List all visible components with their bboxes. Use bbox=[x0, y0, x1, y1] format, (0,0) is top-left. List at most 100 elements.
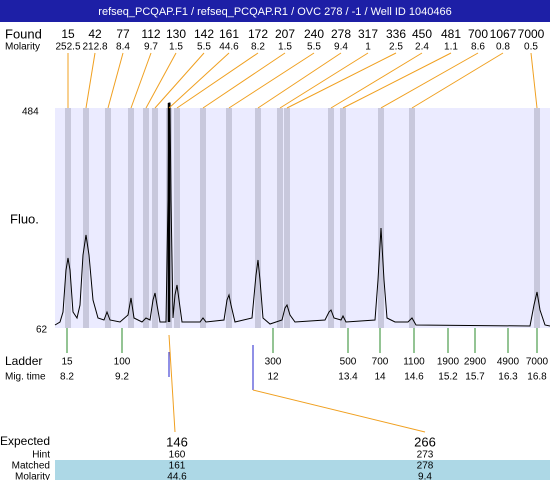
peak-connector bbox=[342, 52, 452, 109]
found-molarity: 0.5 bbox=[524, 42, 538, 53]
ladder-label: Ladder bbox=[5, 354, 42, 368]
found-molarity: 2.5 bbox=[389, 42, 403, 53]
molarity-value: 9.4 bbox=[418, 472, 432, 480]
found-molarity: 1.5 bbox=[278, 42, 292, 53]
found-molarity: 9.7 bbox=[144, 42, 158, 53]
found-molarity: 8.4 bbox=[116, 42, 130, 53]
y-max-label: 484 bbox=[22, 107, 39, 118]
mig-time: 14 bbox=[374, 372, 386, 383]
ladder-size: 700 bbox=[372, 357, 389, 368]
mig-time-label: Mig. time bbox=[5, 372, 46, 383]
found-size: 481 bbox=[441, 27, 461, 41]
expected-label: Expected bbox=[0, 434, 50, 448]
peak-connector bbox=[530, 52, 538, 109]
peak-connector bbox=[257, 52, 342, 109]
ladder-size: 500 bbox=[340, 357, 357, 368]
y-axis-label: Fluo. bbox=[10, 211, 39, 226]
mig-time: 13.4 bbox=[338, 372, 358, 383]
ladder-size: 1900 bbox=[437, 357, 460, 368]
ladder-size: 15 bbox=[61, 357, 73, 368]
hint-value: 273 bbox=[417, 450, 434, 461]
peak-band bbox=[105, 108, 111, 328]
found-molarity: 5.5 bbox=[307, 42, 321, 53]
hint-label: Hint bbox=[32, 450, 50, 461]
found-size: 112 bbox=[141, 27, 160, 41]
mig-time: 8.2 bbox=[60, 372, 74, 383]
peak-connector bbox=[380, 52, 479, 109]
plot-area bbox=[55, 108, 550, 328]
y-min-label: 62 bbox=[36, 325, 48, 336]
expected-value: 266 bbox=[414, 434, 436, 449]
matched-row-bg bbox=[55, 460, 550, 480]
peak-connector bbox=[202, 52, 286, 109]
found-size: 130 bbox=[166, 27, 186, 41]
molarity-label: Molarity bbox=[5, 42, 40, 53]
peak-band bbox=[65, 108, 71, 328]
mig-time: 9.2 bbox=[115, 372, 129, 383]
ladder-size: 100 bbox=[114, 357, 131, 368]
peak-connector bbox=[85, 52, 96, 109]
found-size: 161 bbox=[219, 27, 239, 41]
mig-time: 16.8 bbox=[527, 372, 547, 383]
found-size: 77 bbox=[116, 27, 130, 41]
found-size: 207 bbox=[275, 27, 295, 41]
peak-band bbox=[226, 108, 232, 328]
peak-band bbox=[200, 108, 206, 328]
found-size: 142 bbox=[194, 27, 214, 41]
ladder-size: 7000 bbox=[526, 357, 549, 368]
found-molarity: 1 bbox=[365, 42, 371, 53]
molarity-label: Molarity bbox=[15, 472, 50, 480]
peak-connector bbox=[168, 52, 230, 109]
peak-band bbox=[328, 108, 334, 328]
peak-connector bbox=[286, 52, 397, 109]
peak-connector bbox=[176, 52, 259, 109]
matched-value: 278 bbox=[417, 461, 434, 472]
found-label: Found bbox=[5, 26, 42, 41]
found-size: 1067 bbox=[490, 27, 517, 41]
peak-connector bbox=[154, 52, 205, 109]
peak-connector bbox=[279, 52, 369, 109]
peak-connector bbox=[145, 52, 177, 109]
peak-band bbox=[152, 108, 158, 328]
connector bbox=[168, 334, 176, 433]
found-molarity: 5.5 bbox=[197, 42, 211, 53]
found-molarity: 8.6 bbox=[471, 42, 485, 53]
peak-connector bbox=[228, 52, 315, 109]
peak-band bbox=[378, 108, 384, 328]
mig-time: 14.6 bbox=[404, 372, 424, 383]
found-size: 317 bbox=[358, 27, 378, 41]
peak-band bbox=[128, 108, 134, 328]
found-molarity: 8.2 bbox=[251, 42, 265, 53]
peak-connector bbox=[130, 52, 152, 109]
peak-band bbox=[534, 108, 540, 328]
found-molarity: 1.1 bbox=[444, 42, 458, 53]
found-molarity: 0.8 bbox=[496, 42, 510, 53]
peak-band bbox=[277, 108, 283, 328]
found-size: 336 bbox=[386, 27, 406, 41]
molarity-value: 44.6 bbox=[167, 472, 187, 480]
found-molarity: 44.6 bbox=[219, 42, 239, 53]
peak-connector bbox=[107, 52, 124, 109]
peak-band bbox=[340, 108, 346, 328]
mig-time: 15.7 bbox=[465, 372, 485, 383]
trace bbox=[54, 102, 550, 327]
found-size: 450 bbox=[412, 27, 432, 41]
ladder-size: 2900 bbox=[464, 357, 487, 368]
mig-time: 16.3 bbox=[498, 372, 518, 383]
peak-band bbox=[409, 108, 415, 328]
found-molarity: 212.8 bbox=[82, 42, 107, 53]
found-molarity: 1.5 bbox=[169, 42, 183, 53]
hint-value: 160 bbox=[169, 450, 186, 461]
found-size: 240 bbox=[304, 27, 324, 41]
peak-band bbox=[143, 108, 149, 328]
ladder-size: 300 bbox=[265, 357, 282, 368]
title-bar bbox=[0, 0, 550, 22]
peak-band bbox=[284, 108, 290, 328]
matched-value: 161 bbox=[169, 461, 186, 472]
peak-band bbox=[255, 108, 261, 328]
ladder-size: 1100 bbox=[403, 357, 425, 368]
found-size: 42 bbox=[88, 27, 102, 41]
found-size: 700 bbox=[468, 27, 488, 41]
found-size: 7000 bbox=[518, 27, 545, 41]
expected-value: 146 bbox=[166, 434, 188, 449]
